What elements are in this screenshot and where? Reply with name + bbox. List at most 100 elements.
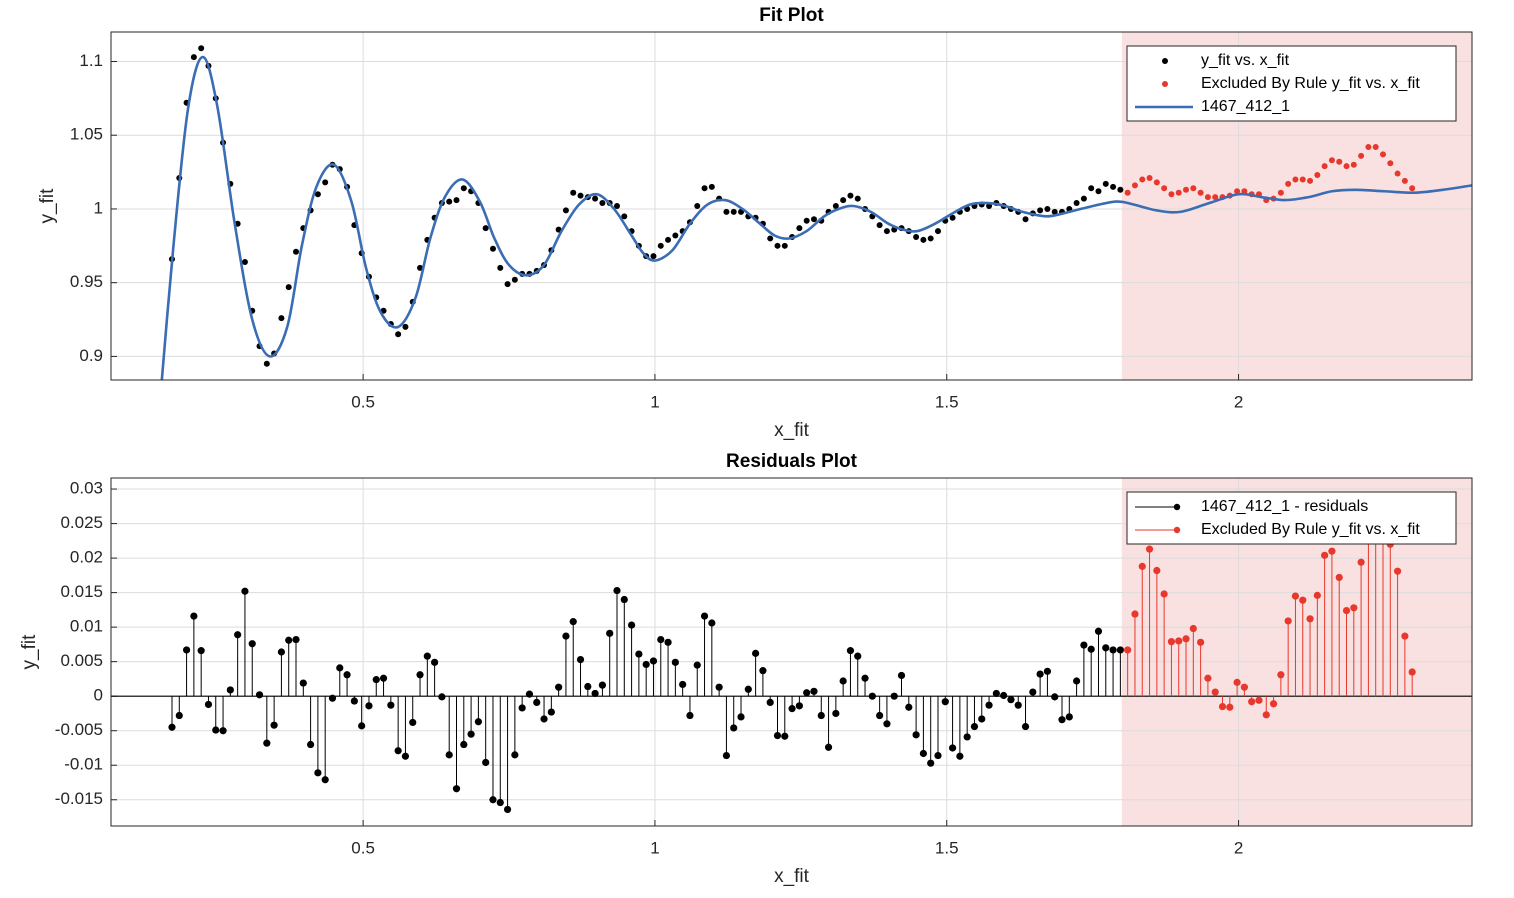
data-point (1212, 194, 1219, 201)
legend-box (1126, 45, 1457, 122)
chart-title: Fit Plot (759, 5, 824, 26)
stem-marker (1342, 606, 1351, 615)
stem-marker (1197, 638, 1205, 646)
stem-marker (883, 720, 891, 728)
data-point (883, 228, 890, 235)
stem-marker (846, 647, 855, 655)
stem-marker (263, 739, 271, 747)
stem-marker (679, 680, 687, 689)
stem-marker (1408, 668, 1416, 676)
data-point (723, 208, 730, 215)
data-point (1102, 180, 1109, 187)
stem-marker (627, 621, 636, 629)
stem-marker (606, 629, 614, 637)
stem-marker (292, 635, 300, 644)
stem-marker (1102, 644, 1110, 652)
stem-marker (1189, 624, 1197, 633)
stem-marker (854, 652, 862, 660)
x-tick-label: 0.5 (351, 838, 375, 857)
stem-marker (591, 689, 599, 698)
data-point (847, 192, 854, 199)
stem-marker (277, 648, 286, 656)
stem-marker (613, 586, 621, 595)
legend: 1467_412_1 - residuals Excluded By Rule y… (1126, 491, 1457, 545)
data-point (920, 236, 927, 243)
stem-marker (1335, 573, 1343, 582)
y-tick-label: 0.01 (70, 617, 103, 636)
stem-marker (401, 752, 410, 760)
data-point (1321, 163, 1328, 170)
stem-marker (664, 638, 672, 646)
stem-marker (336, 664, 344, 672)
plot-content (111, 513, 1472, 814)
data-point (1117, 186, 1124, 193)
data-point (489, 245, 496, 252)
data-point (708, 183, 715, 190)
stem-marker (285, 636, 293, 644)
stem-marker (708, 619, 716, 627)
y-axis-label: y_fit (37, 188, 58, 224)
stem-marker (562, 632, 570, 640)
y-tick-label: 1.05 (70, 125, 103, 144)
stem-marker (1401, 632, 1409, 640)
stem-marker (576, 655, 585, 664)
stem-marker (540, 715, 548, 723)
y-tick-label: -0.005 (55, 720, 103, 739)
stem-marker (1306, 615, 1314, 623)
stem-marker (781, 732, 789, 740)
stem-marker (503, 805, 512, 814)
stem-marker (1029, 688, 1037, 696)
data-point (1285, 180, 1292, 187)
stem-marker (642, 660, 650, 669)
stem-marker (1087, 645, 1095, 653)
stem-marker (766, 698, 774, 707)
stem-marker (1328, 547, 1336, 555)
data-point (1139, 176, 1146, 183)
stem-marker (182, 646, 191, 654)
stem-marker (948, 744, 957, 752)
data-point (1401, 177, 1408, 184)
stem-marker (431, 658, 439, 666)
data-point (1372, 144, 1379, 151)
stem-marker (467, 730, 475, 738)
axes-box (110, 31, 1473, 381)
stem-marker (1058, 716, 1066, 724)
x-tick-label: 1.5 (935, 838, 959, 857)
stem-marker (1321, 551, 1329, 559)
stem-marker (1043, 667, 1052, 675)
x-tick-label: 2 (1234, 838, 1243, 857)
stem-marker (248, 640, 256, 648)
data-point (599, 200, 606, 207)
data-point (1073, 200, 1080, 207)
stem-marker (941, 698, 949, 706)
stem-marker (474, 718, 482, 726)
axes-box (110, 477, 1473, 827)
stem-marker (919, 749, 927, 758)
data-point (832, 203, 839, 209)
stem-marker (423, 652, 431, 660)
y-tick-label: -0.015 (55, 789, 103, 808)
stem-marker (379, 674, 388, 682)
stem-marker (876, 711, 884, 720)
data-point (1080, 195, 1087, 202)
y-axis-label: y_fit (19, 634, 40, 670)
stem-marker (569, 618, 577, 626)
legend-label: Excluded By Rule y_fit vs. x_fit (1201, 75, 1420, 92)
stem-marker (744, 685, 752, 693)
stem-marker (868, 692, 876, 700)
stem-marker (970, 722, 979, 731)
data-point (278, 315, 285, 322)
stem-marker (1248, 698, 1256, 706)
stem-marker (1145, 545, 1154, 553)
data-point (694, 203, 701, 209)
stem-marker (518, 704, 526, 712)
stem-marker (1233, 678, 1241, 686)
data-point (1190, 185, 1197, 192)
data-point (1088, 185, 1095, 192)
stem-marker (394, 747, 402, 755)
stem-marker (1226, 703, 1234, 711)
stem-marker (598, 681, 607, 689)
data-point (1204, 194, 1211, 201)
stem-marker (1000, 691, 1008, 700)
